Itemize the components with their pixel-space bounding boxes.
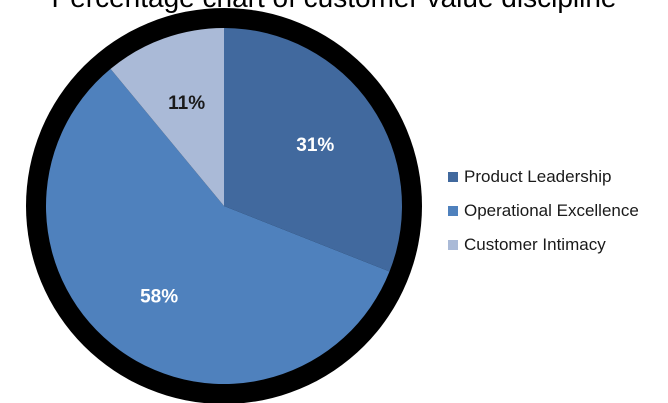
chart-legend: Product Leadership Operational Excellenc…: [448, 160, 668, 262]
data-label-customer-intimacy: 11%: [168, 93, 205, 114]
legend-item-customer-intimacy: Customer Intimacy: [448, 228, 668, 262]
legend-swatch: [448, 172, 458, 182]
legend-swatch: [448, 240, 458, 250]
legend-item-product-leadership: Product Leadership: [448, 160, 668, 194]
pie-slice-operational-excellence: [46, 68, 390, 385]
legend-label: Operational Excellence: [464, 201, 639, 220]
pie-slice-customer-intimacy: [110, 28, 224, 206]
data-label-operational-excellence: 58%: [140, 286, 178, 307]
data-label-product-leadership: 31%: [296, 135, 334, 156]
legend-label: Customer Intimacy: [464, 235, 606, 254]
pie-slice-product-leadership: [224, 28, 402, 272]
legend-label: Product Leadership: [464, 167, 612, 186]
legend-item-operational-excellence: Operational Excellence: [448, 194, 668, 228]
chart-title: Percentage chart of customer value disci…: [0, 0, 668, 14]
legend-swatch: [448, 206, 458, 216]
